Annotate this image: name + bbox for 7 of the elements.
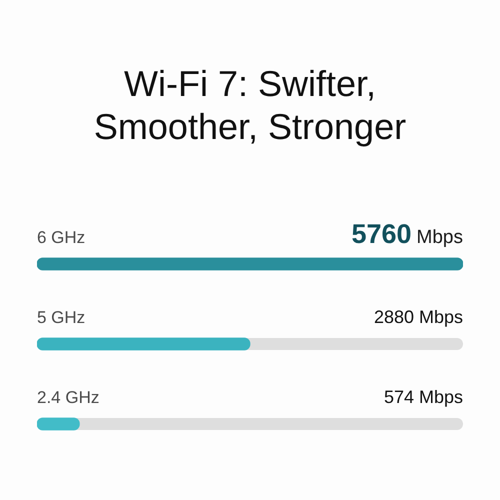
data-label: 5760 Mbps xyxy=(351,219,464,249)
chart-title: Wi-Fi 7: Swifter, Smoother, Stronger xyxy=(92,62,408,148)
data-label: 2880 Mbps xyxy=(374,307,463,327)
y-tick-label: 5 GHz xyxy=(37,308,86,327)
data-label: 574 Mbps xyxy=(384,387,463,407)
y-tick-label: 2.4 GHz xyxy=(37,388,100,407)
y-tick-label: 6 GHz xyxy=(37,228,86,247)
